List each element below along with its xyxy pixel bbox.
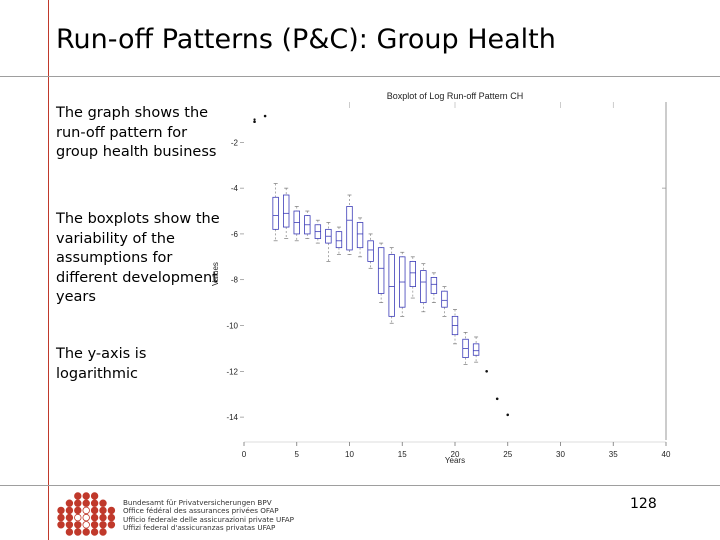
- agency-names: Bundesamt für Privatversicherungen BPV O…: [123, 498, 294, 532]
- footer-divider: [0, 485, 720, 486]
- logo-dot: [99, 513, 107, 522]
- description-paragraph: The boxplots show the variability of the…: [56, 211, 220, 305]
- box-rect: [346, 206, 353, 251]
- federal-logo: [57, 492, 116, 536]
- box-rect: [472, 343, 480, 356]
- logo-dot: [99, 506, 107, 515]
- y-tick-label: -8: [231, 276, 239, 285]
- logo-dot: [82, 513, 90, 522]
- box-rect: [272, 196, 279, 230]
- logo-dot: [65, 521, 74, 529]
- box-rect: [430, 277, 438, 294]
- agency-line-it: Ufficio federale delle assicurazioni pri…: [123, 514, 294, 524]
- title-divider: [0, 76, 720, 77]
- x-tick-label: 40: [662, 450, 671, 459]
- box-rect: [335, 231, 343, 249]
- box-point: [485, 370, 488, 373]
- x-tick-label: 10: [345, 450, 354, 459]
- logo-dot: [65, 528, 74, 536]
- y-tick-label: -14: [226, 413, 238, 422]
- logo-dot: [74, 528, 82, 536]
- agency-line-de: Bundesamt für Privatversicherungen BPV: [123, 498, 272, 507]
- logo-dot: [57, 513, 65, 522]
- box-rect: [388, 254, 395, 317]
- logo-dot: [99, 528, 107, 536]
- logo-dot: [107, 506, 116, 515]
- logo-dot: [82, 492, 90, 500]
- box-point: [253, 120, 256, 124]
- logo-dot: [82, 528, 90, 536]
- page-number: 128: [630, 496, 657, 512]
- logo-dot: [65, 499, 74, 507]
- logo-dot: [90, 513, 99, 522]
- logo-dot: [90, 528, 99, 536]
- x-axis-label: Years: [445, 456, 465, 465]
- boxplot-chart: Boxplot of Log Run-off Pattern CH Years Va…: [211, 91, 671, 465]
- logo-dot: [82, 506, 90, 515]
- y-axis-label: Values: [211, 262, 220, 286]
- chart-title: Boxplot of Log Run-off Pattern CH: [387, 91, 523, 101]
- logo-dot: [74, 521, 82, 529]
- logo-dot: [107, 521, 116, 529]
- logo-dot: [74, 499, 82, 507]
- box-point: [263, 114, 267, 118]
- box-rect: [367, 240, 374, 262]
- x-tick-label: 15: [398, 450, 407, 459]
- description-paragraph: The graph shows the run-off pattern for …: [56, 105, 217, 160]
- agency-line-rm: Uffizi federal d'assicuranzas privatas U…: [123, 522, 276, 532]
- accent-vertical-rule: [48, 0, 49, 540]
- logo-dot: [99, 521, 107, 529]
- logo-dot: [107, 513, 116, 522]
- logo-dot: [90, 506, 99, 515]
- logo-dot: [57, 506, 65, 515]
- x-tick-label: 25: [503, 450, 512, 459]
- box-rect: [409, 261, 416, 287]
- box-outlier: [253, 118, 256, 121]
- logo-dot: [74, 513, 82, 522]
- x-tick-label: 20: [451, 450, 460, 459]
- logo-dot: [90, 499, 99, 507]
- y-tick-label: -6: [231, 230, 239, 239]
- y-tick-label: -2: [231, 138, 239, 147]
- page-title: Run-off Patterns (P&C): Group Health: [56, 24, 556, 55]
- box-point: [495, 397, 499, 401]
- description-paragraph: The y-axis is logarithmic: [56, 346, 147, 382]
- logo-dot: [74, 492, 82, 500]
- x-tick-label: 35: [609, 450, 618, 459]
- logo-dot: [65, 513, 74, 522]
- y-tick-label: -4: [231, 184, 239, 193]
- logo-dot: [90, 521, 99, 529]
- logo-dot: [90, 492, 99, 500]
- x-tick-label: 0: [242, 450, 247, 459]
- box-rect: [356, 222, 364, 249]
- x-tick-label: 5: [295, 450, 300, 459]
- logo-dot: [74, 506, 82, 515]
- logo-dot: [57, 521, 65, 529]
- logo-dot: [99, 499, 107, 507]
- logo-dot: [82, 499, 90, 507]
- box-point: [506, 413, 510, 417]
- box-rect: [420, 270, 427, 304]
- y-tick-label: -10: [226, 322, 238, 331]
- agency-line-fr: Office fédéral des assurances privées OF…: [123, 506, 279, 516]
- box-rect: [441, 290, 448, 308]
- box-rect: [283, 194, 290, 228]
- logo-dot: [82, 521, 90, 529]
- x-tick-label: 30: [556, 450, 565, 459]
- y-tick-label: -12: [226, 367, 238, 376]
- logo-dot: [65, 506, 74, 515]
- box-rect: [377, 247, 385, 294]
